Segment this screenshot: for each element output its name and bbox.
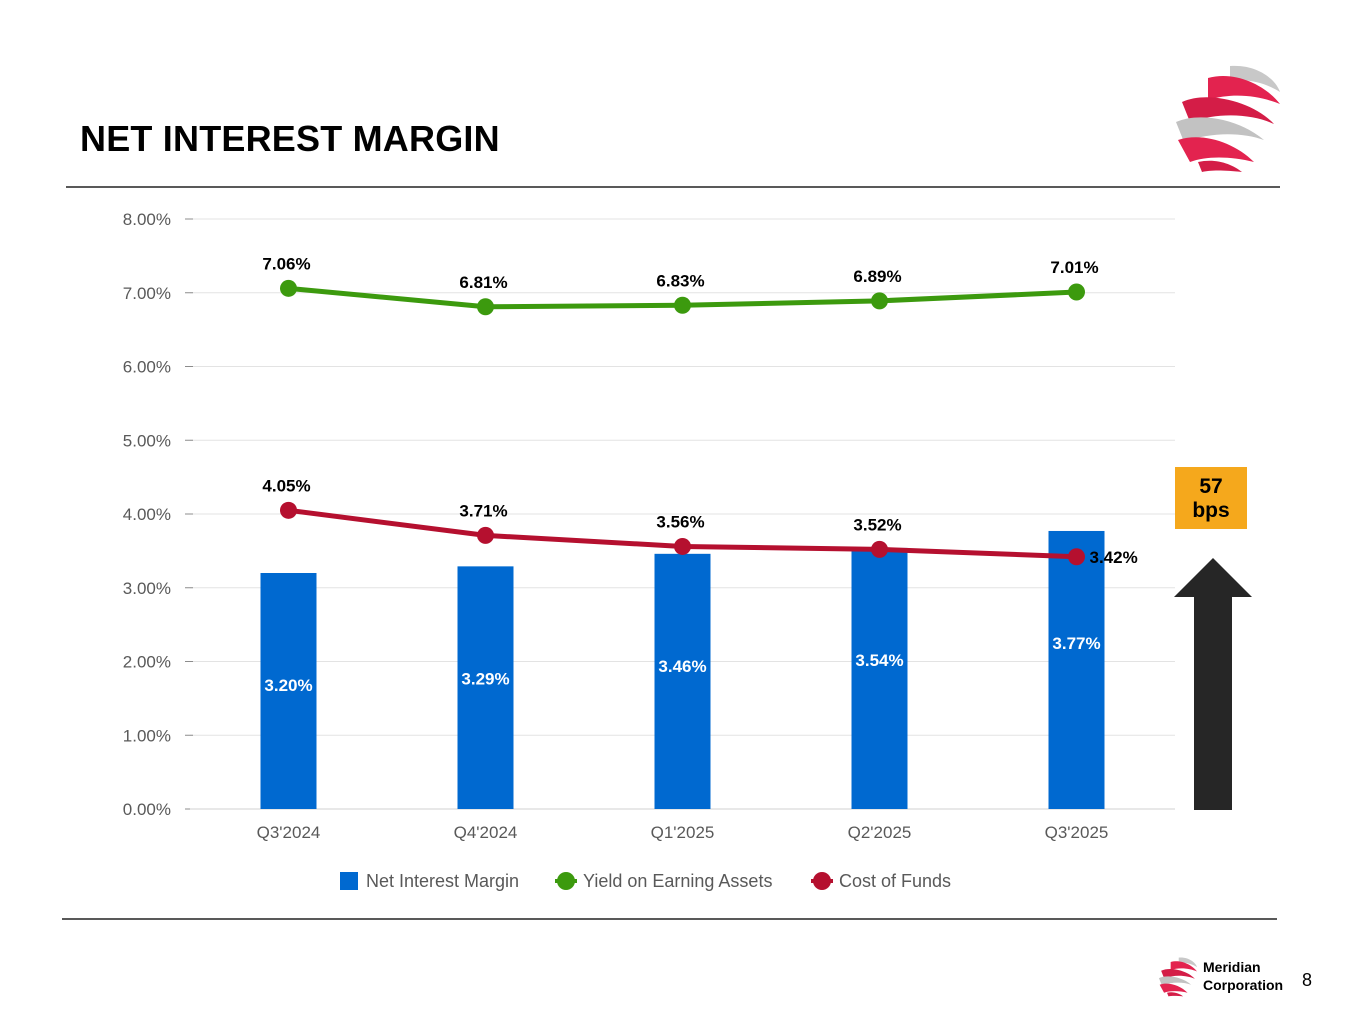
point-yield bbox=[871, 292, 888, 310]
x-tick-label: Q4'2024 bbox=[454, 823, 518, 842]
x-tick-label: Q3'2024 bbox=[257, 823, 321, 842]
data-label-cost-of-funds: 4.05% bbox=[262, 476, 310, 495]
footer-divider bbox=[62, 918, 1277, 920]
badge-unit: bps bbox=[1192, 499, 1230, 522]
data-label-yield: 7.01% bbox=[1050, 258, 1098, 277]
data-label-cost-of-funds: 3.71% bbox=[459, 501, 507, 520]
point-cost-of-funds bbox=[871, 540, 888, 558]
data-label-yield: 6.81% bbox=[459, 273, 507, 292]
bar-net-interest-margin bbox=[654, 553, 711, 809]
footer-logo-icon bbox=[1158, 957, 1198, 997]
data-label-net-interest-margin: 3.54% bbox=[855, 651, 903, 670]
y-tick-label: 3.00% bbox=[123, 579, 171, 598]
bar-net-interest-margin bbox=[260, 573, 317, 809]
legend-item-net-interest-margin: Net Interest Margin bbox=[340, 868, 519, 894]
bar-net-interest-margin bbox=[851, 547, 908, 809]
data-label-yield: 6.89% bbox=[853, 267, 901, 286]
point-cost-of-funds bbox=[1068, 548, 1085, 566]
legend-item-yield: Yield on Earning Assets bbox=[555, 868, 772, 894]
up-arrow-icon bbox=[1174, 558, 1252, 810]
legend-item-cost-of-funds: Cost of Funds bbox=[811, 868, 951, 894]
point-yield bbox=[1068, 283, 1085, 301]
bar-net-interest-margin bbox=[457, 566, 514, 809]
badge-value: 57 bbox=[1199, 475, 1223, 498]
y-tick-label: 5.00% bbox=[123, 431, 171, 450]
data-label-yield: 6.83% bbox=[656, 271, 704, 290]
header-divider bbox=[66, 186, 1280, 188]
legend-marker-yield bbox=[555, 872, 577, 890]
basis-points-badge: 57 bps bbox=[1175, 467, 1247, 529]
data-label-cost-of-funds: 3.56% bbox=[656, 512, 704, 531]
data-label-net-interest-margin: 3.29% bbox=[461, 669, 509, 688]
y-tick-label: 1.00% bbox=[123, 726, 171, 745]
legend-marker-cost bbox=[811, 872, 833, 890]
point-cost-of-funds bbox=[477, 526, 494, 544]
x-tick-label: Q3'2025 bbox=[1045, 823, 1109, 842]
chart-legend: Net Interest Margin Yield on Earning Ass… bbox=[0, 868, 1300, 894]
y-tick-label: 4.00% bbox=[123, 505, 171, 524]
data-label-cost-of-funds: 3.42% bbox=[1090, 548, 1138, 567]
y-tick-label: 7.00% bbox=[123, 284, 171, 303]
data-label-net-interest-margin: 3.46% bbox=[658, 657, 706, 676]
x-tick-label: Q1'2025 bbox=[651, 823, 715, 842]
point-cost-of-funds bbox=[674, 537, 691, 555]
page-title: NET INTEREST MARGIN bbox=[80, 118, 500, 159]
x-tick-label: Q2'2025 bbox=[848, 823, 912, 842]
page-number: 8 bbox=[1302, 970, 1313, 990]
y-tick-label: 8.00% bbox=[123, 210, 171, 229]
footer-brand-name: Meridian Corporation bbox=[1203, 958, 1283, 994]
data-label-yield: 7.06% bbox=[262, 254, 310, 273]
legend-swatch-bar bbox=[340, 872, 358, 890]
legend-label: Cost of Funds bbox=[839, 870, 952, 891]
y-tick-label: 2.00% bbox=[123, 653, 171, 672]
y-tick-label: 6.00% bbox=[123, 358, 171, 377]
y-tick-label: 0.00% bbox=[123, 800, 171, 819]
point-yield bbox=[280, 279, 297, 297]
company-logo-icon bbox=[1176, 65, 1280, 172]
footer-brand-line1: Meridian bbox=[1203, 959, 1261, 975]
point-yield bbox=[674, 296, 691, 314]
data-label-cost-of-funds: 3.52% bbox=[853, 515, 901, 534]
data-label-net-interest-margin: 3.77% bbox=[1052, 634, 1100, 653]
legend-label: Net Interest Margin bbox=[366, 870, 520, 891]
data-label-net-interest-margin: 3.20% bbox=[264, 676, 312, 695]
bar-net-interest-margin bbox=[1048, 530, 1105, 809]
footer-brand-line2: Corporation bbox=[1203, 977, 1284, 993]
legend-label: Yield on Earning Assets bbox=[583, 870, 773, 891]
point-yield bbox=[477, 298, 494, 316]
point-cost-of-funds bbox=[280, 501, 297, 519]
